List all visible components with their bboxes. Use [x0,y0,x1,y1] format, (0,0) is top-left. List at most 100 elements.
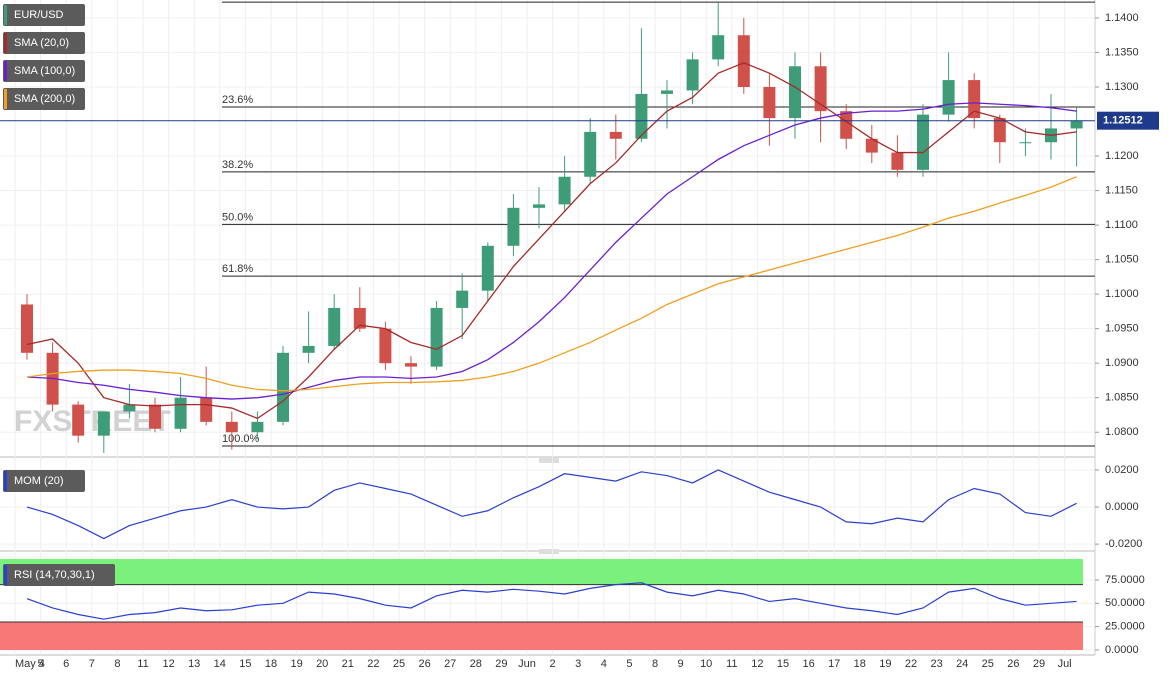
x-tick-label: 13 [188,658,200,670]
x-tick-label: 2 [550,658,556,670]
candle-body [635,93,648,139]
x-tick-label: 12 [162,658,174,670]
candle-body [968,80,981,119]
x-tick-label: 25 [982,658,994,670]
x-tick-label: 14 [214,658,226,670]
sma-line [26,62,1077,420]
candle-body [174,397,187,429]
fib-label: 61.8% [222,263,253,275]
legend-box [3,564,115,586]
y-tick-label: -0.0200 [1105,538,1142,550]
x-tick-label: 19 [290,658,302,670]
candle-body [225,421,238,433]
candle-body [456,290,469,308]
candle-body [430,307,443,367]
fib-label: 38.2% [222,159,253,171]
x-tick-label: 12 [751,658,763,670]
x-tick-label: 4 [601,658,607,670]
legend-swatch [4,5,7,25]
x-tick-label: 20 [316,658,328,670]
legend-swatch [4,89,7,109]
candle-body [302,345,315,353]
x-tick-label: Jul [1058,658,1072,670]
legend-label: MOM (20) [14,475,64,487]
y-tick-label: 1.1400 [1105,12,1139,24]
candle-body [72,404,85,436]
candle-body [840,111,853,139]
candle-body [737,35,750,87]
x-tick-label: 15 [777,658,789,670]
candle-body [200,397,213,422]
legend-swatch [4,471,7,491]
candle-body [558,176,571,205]
legend-label: EUR/USD [14,9,64,21]
candle-body [533,204,545,208]
resize-handle[interactable] [539,549,559,554]
candle-body [1019,142,1032,144]
x-tick-label: 22 [905,658,917,670]
x-tick-label: 29 [495,658,507,670]
y-tick-label: 1.1050 [1105,254,1139,266]
indicator-line [26,469,1077,540]
candle-body [379,328,392,364]
indicator-line [26,582,1077,620]
watermark: FXSTREET [14,405,171,438]
legend-label: SMA (200,0) [14,93,75,105]
candle-body [865,138,878,153]
candle-body [21,304,33,353]
x-tick-label: 8 [114,658,120,670]
y-tick-label: 1.0850 [1105,392,1139,404]
y-tick-label: 50.0000 [1105,597,1145,609]
x-tick-label: 19 [879,658,891,670]
x-tick-label: 6 [63,658,69,670]
legend-label: RSI (14,70,30,1) [14,569,95,581]
y-tick-label: 0.0200 [1105,464,1139,476]
candle-body [149,404,161,429]
candle-body [123,404,136,412]
y-tick-label: 0.0000 [1105,644,1139,656]
candle-body [686,59,699,91]
fib-label: 50.0% [222,211,253,223]
sma-line [26,176,1077,392]
sma-line [26,102,1077,400]
legend-swatch [4,33,7,53]
x-tick-label: 8 [652,658,658,670]
candle-body [97,411,110,436]
x-tick-label: 5 [38,658,44,670]
x-tick-label: 29 [1033,658,1045,670]
legend-box [3,470,85,492]
x-tick-label: 18 [854,658,866,670]
x-tick-label: 11 [137,658,148,670]
x-tick-label: 25 [393,658,405,670]
x-tick-label: 23 [930,658,942,670]
x-tick-label: 3 [575,658,581,670]
resize-handle[interactable] [539,458,559,463]
x-tick-label: 17 [828,658,840,670]
y-tick-label: 0.0000 [1105,501,1139,513]
candle-body [789,66,801,119]
y-tick-label: 75.0000 [1105,574,1145,586]
candle-body [584,131,597,177]
legend-box [3,4,85,26]
y-tick-label: 1.0900 [1105,357,1139,369]
x-tick-label: 9 [678,658,684,670]
x-tick-label: 26 [1007,658,1019,670]
legend-box [3,88,85,110]
fib-label: 100.0% [222,433,260,445]
x-tick-label: 22 [367,658,379,670]
y-tick-label: 1.1150 [1105,184,1138,196]
candle-body [251,421,264,433]
x-tick-label: 18 [265,658,277,670]
x-tick-label: 5 [626,658,632,670]
candle-body [353,307,366,329]
legend-box [3,32,85,54]
candle-body [277,352,289,422]
x-tick-label: 16 [802,658,814,670]
candle-body [609,131,622,139]
fib-label: 23.6% [222,94,253,106]
candle-body [917,114,929,170]
candle-body [481,245,494,291]
legend-label: SMA (100,0) [14,65,75,77]
current-price-box [1097,111,1159,130]
